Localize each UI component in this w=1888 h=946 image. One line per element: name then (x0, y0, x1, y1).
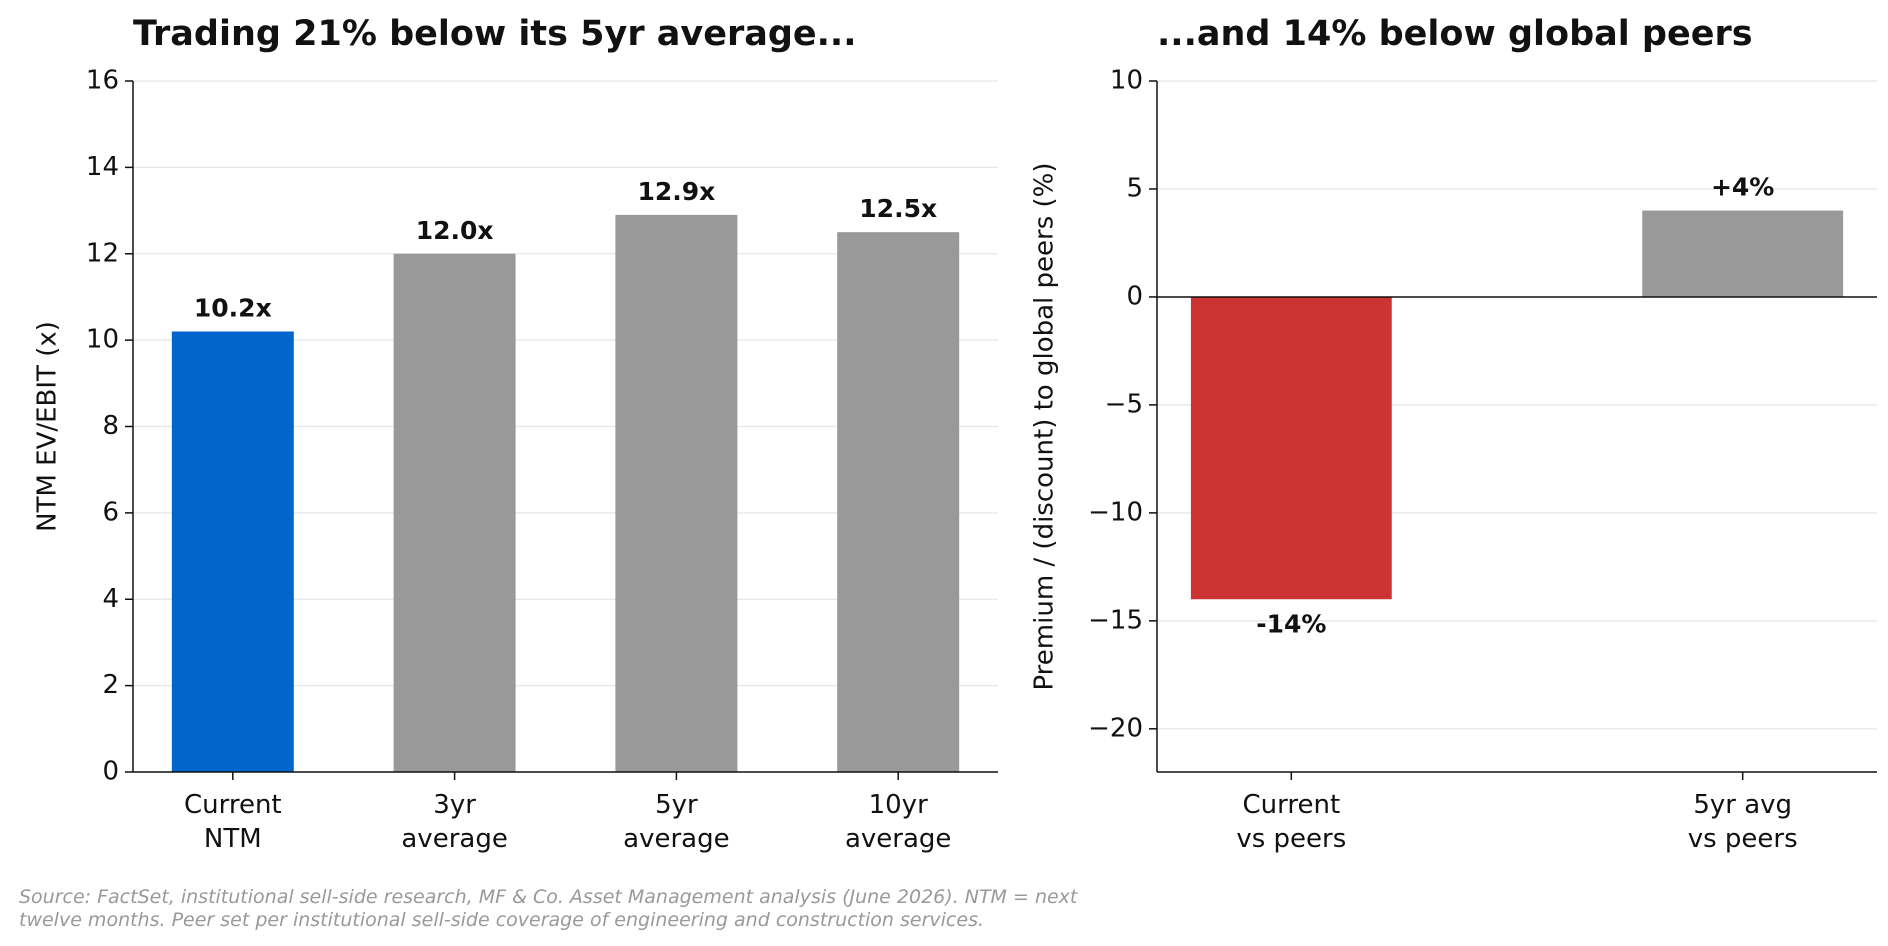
x-tick-label: 3yr average (401, 790, 507, 854)
bar (1642, 210, 1844, 297)
x-tick-label: 5yr avg vs peers (1688, 790, 1798, 854)
y-tick-label: 6 (102, 497, 119, 527)
data-label: +4% (1711, 173, 1774, 202)
y-axis-label: NTM EV/EBIT (x) (33, 321, 63, 532)
data-label: -14% (1256, 609, 1326, 638)
bar (393, 253, 516, 772)
footnote-text: Source: FactSet, institutional sell-side… (19, 886, 1079, 931)
data-label: 10.2x (194, 293, 272, 322)
x-tick-label: 5yr average (623, 790, 729, 854)
y-tick-label: 14 (86, 152, 119, 182)
y-tick-label: 8 (102, 411, 119, 441)
y-tick-label: 2 (102, 670, 119, 700)
data-label: 12.0x (416, 216, 494, 245)
y-tick-label: 16 (86, 66, 119, 96)
x-tick-label: Current NTM (184, 790, 282, 854)
y-tick-label: 12 (86, 238, 119, 268)
x-tick-label: 10yr average (845, 790, 951, 854)
y-tick-label: −5 (1105, 389, 1143, 419)
y-tick-label: 10 (86, 325, 119, 355)
y-axis-label: Premium / (discount) to global peers (%) (1030, 162, 1060, 690)
y-tick-label: −20 (1088, 713, 1143, 743)
bar (171, 331, 294, 772)
chart-title: Trading 21% below its 5yr average... (133, 14, 857, 54)
y-tick-label: −10 (1088, 497, 1143, 527)
y-tick-label: 10 (1110, 66, 1143, 96)
chart: ...and 14% below global peers Premium / (… (1030, 14, 1877, 854)
chart: Trading 21% below its 5yr average... NTM … (33, 14, 998, 854)
x-tick-label: Current vs peers (1236, 790, 1346, 854)
y-tick-label: 0 (102, 757, 119, 787)
chart-title: ...and 14% below global peers (1157, 14, 1753, 54)
y-tick-label: 5 (1126, 173, 1143, 203)
footnote: Source: FactSet, institutional sell-side… (19, 886, 1079, 931)
data-label: 12.5x (859, 194, 937, 223)
data-label: 12.9x (637, 177, 715, 206)
y-tick-label: 4 (102, 584, 119, 614)
y-tick-label: −15 (1088, 605, 1143, 635)
bar (837, 232, 960, 772)
y-tick-label: 0 (1126, 281, 1143, 311)
bar (615, 214, 738, 773)
bar (1190, 296, 1392, 600)
